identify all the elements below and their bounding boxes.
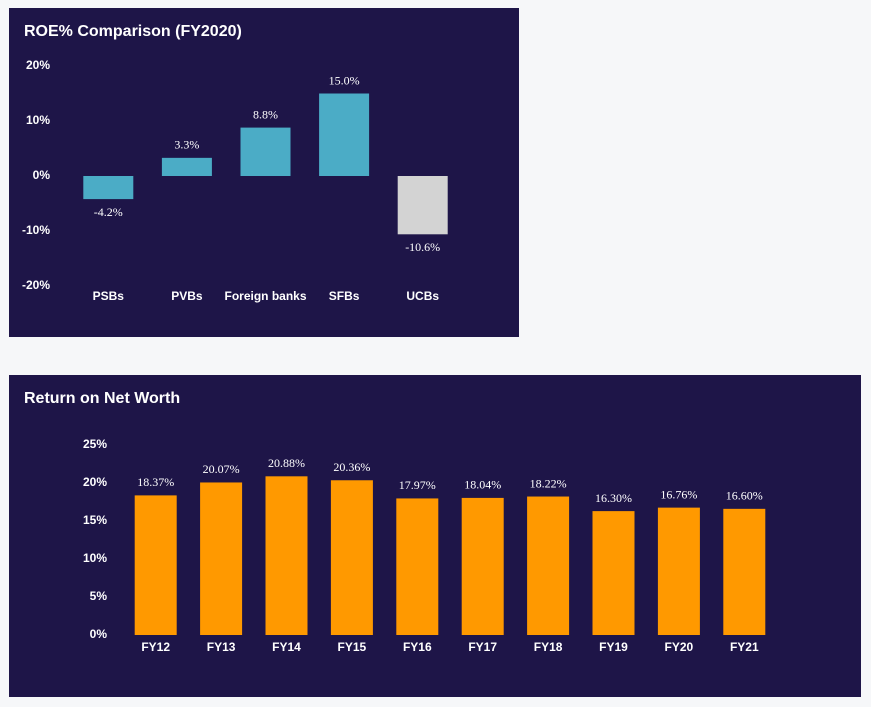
x-tick-label: FY20 (665, 640, 694, 654)
bar (657, 507, 700, 635)
y-tick-label: 10% (26, 113, 50, 127)
x-tick-label: FY16 (403, 640, 432, 654)
data-label: 8.8% (253, 107, 278, 121)
x-tick-label: FY19 (599, 640, 628, 654)
data-label: -10.6% (405, 240, 440, 254)
data-label: 16.30% (595, 491, 632, 505)
chart-title: ROE% Comparison (FY2020) (24, 23, 242, 40)
bar (723, 508, 766, 635)
bar (330, 480, 373, 635)
data-label: 17.97% (399, 478, 436, 492)
data-label: 3.3% (174, 138, 199, 152)
bar (200, 482, 243, 635)
x-tick-label: UCBs (406, 289, 439, 303)
bar (397, 176, 448, 235)
y-tick-label: 20% (83, 475, 107, 489)
bar (134, 495, 177, 635)
y-tick-label: 0% (90, 627, 108, 641)
x-tick-label: FY12 (141, 640, 170, 654)
x-tick-label: FY13 (207, 640, 236, 654)
chart-title: Return on Net Worth (24, 390, 180, 407)
bar (161, 157, 212, 176)
data-label: 15.0% (329, 73, 360, 87)
data-label: 16.60% (726, 489, 763, 503)
x-tick-label: FY14 (272, 640, 301, 654)
bar (240, 127, 291, 176)
x-tick-label: PVBs (171, 289, 203, 303)
y-tick-label: 0% (33, 168, 51, 182)
x-tick-label: FY18 (534, 640, 563, 654)
x-tick-label: FY17 (468, 640, 497, 654)
bar (265, 476, 308, 635)
y-tick-label: 10% (83, 551, 107, 565)
data-label: -4.2% (94, 205, 123, 219)
data-label: 20.88% (268, 456, 305, 470)
bar (527, 496, 570, 635)
data-label: 20.36% (333, 460, 370, 474)
y-tick-label: 15% (83, 513, 107, 527)
data-label: 18.04% (464, 478, 501, 492)
bar (592, 511, 635, 635)
y-tick-label: 20% (26, 58, 50, 72)
data-label: 18.37% (137, 475, 174, 489)
data-label: 20.07% (203, 462, 240, 476)
x-tick-label: FY21 (730, 640, 759, 654)
x-tick-label: Foreign banks (224, 289, 306, 303)
y-tick-label: -20% (22, 278, 50, 292)
bar (319, 93, 370, 176)
bar (83, 176, 134, 200)
x-tick-label: PSBs (93, 289, 125, 303)
y-tick-label: -10% (22, 223, 50, 237)
y-tick-label: 25% (83, 437, 107, 451)
data-label: 16.76% (660, 487, 697, 501)
bar (461, 497, 504, 635)
data-label: 18.22% (530, 476, 567, 490)
y-tick-label: 5% (90, 589, 108, 603)
bar (396, 498, 439, 635)
x-tick-label: FY15 (338, 640, 367, 654)
x-tick-label: SFBs (329, 289, 360, 303)
